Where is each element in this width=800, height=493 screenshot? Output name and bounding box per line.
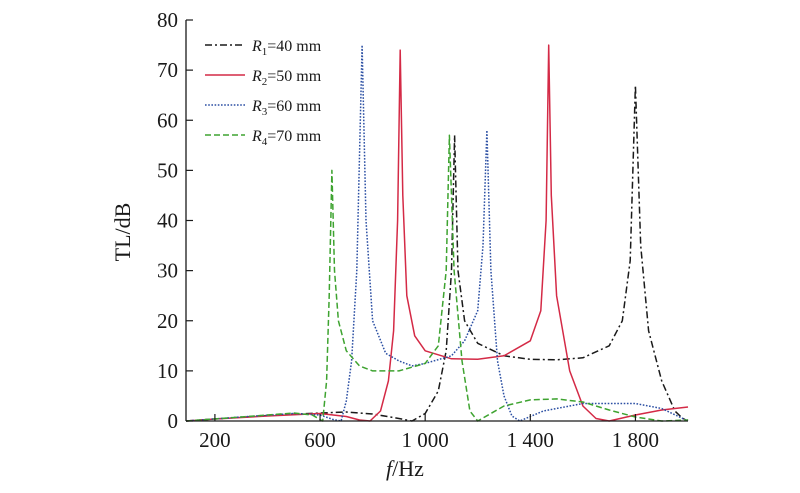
x-tick-label: 1 000 (402, 428, 449, 452)
y-tick-label: 60 (157, 108, 178, 132)
y-axis-title: TL/dB (110, 203, 135, 262)
y-tick-label: 30 (157, 259, 178, 283)
x-tick-label: 1 400 (507, 428, 554, 452)
legend: R1=40 mm R2=50 mm R3=60 mm R4=70 mm (205, 38, 322, 148)
y-tick-label: 50 (157, 158, 178, 182)
x-axis-title-unit: /Hz (392, 456, 424, 481)
x-tick-label: 600 (304, 428, 336, 452)
y-tick-label: 40 (157, 209, 178, 233)
y-tick-label: 0 (168, 409, 179, 433)
legend-label-2: R2=50 mm (251, 68, 322, 88)
series-line-1 (185, 84, 689, 422)
legend-label-4: R4=70 mm (251, 128, 322, 148)
y-tick-label: 20 (157, 309, 178, 333)
x-tick-label: 1 800 (612, 428, 659, 452)
y-tick-label: 80 (157, 8, 178, 32)
series-line-3 (185, 44, 689, 422)
x-tick-label: 200 (199, 428, 231, 452)
legend-label-3: R3=60 mm (251, 98, 322, 118)
x-axis-title-var: f (386, 456, 395, 481)
y-ticks: 0 10 20 30 40 50 60 70 80 (157, 8, 193, 433)
y-tick-label: 70 (157, 58, 178, 82)
x-axis-title: f/Hz (386, 456, 424, 481)
legend-label-1: R1=40 mm (251, 38, 322, 58)
series-line-2 (185, 44, 689, 422)
x-ticks: 200 600 1 000 1 400 1 800 (199, 414, 659, 452)
series-line-4 (185, 134, 689, 422)
y-tick-label: 10 (157, 359, 178, 383)
